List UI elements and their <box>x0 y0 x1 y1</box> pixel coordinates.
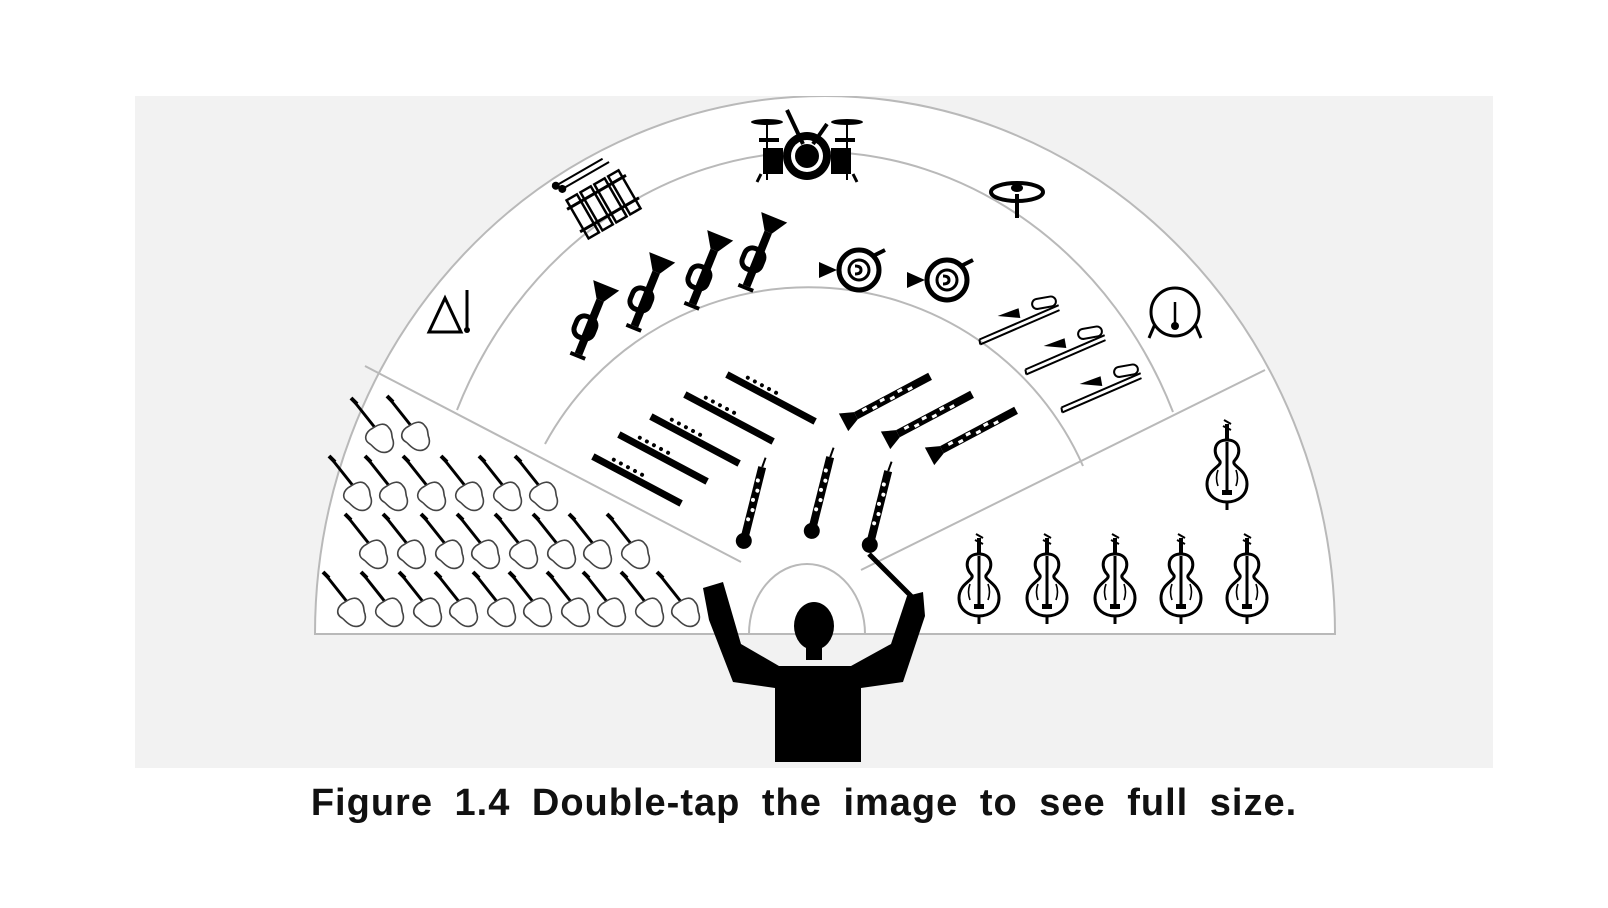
orchestra-diagram[interactable] <box>135 96 1493 768</box>
podium-arc <box>748 563 866 635</box>
caption-text: Double-tap the image to see full size. <box>531 782 1298 824</box>
figure-label: Figure 1.4 <box>310 782 511 824</box>
xylophone-icon <box>551 157 643 241</box>
cello-section-divider <box>860 369 1266 571</box>
conductor-icon <box>703 552 925 762</box>
figure-caption: Figure 1.4 Double-tap the image to see f… <box>0 782 1608 825</box>
woodwind-row-boundary <box>544 286 1084 467</box>
bass-drum-icon <box>1147 286 1203 339</box>
drum-kit-icon <box>751 109 863 183</box>
triangle-icon <box>426 290 470 334</box>
violin-section-divider <box>364 365 742 563</box>
cymbal-icon <box>989 181 1045 218</box>
